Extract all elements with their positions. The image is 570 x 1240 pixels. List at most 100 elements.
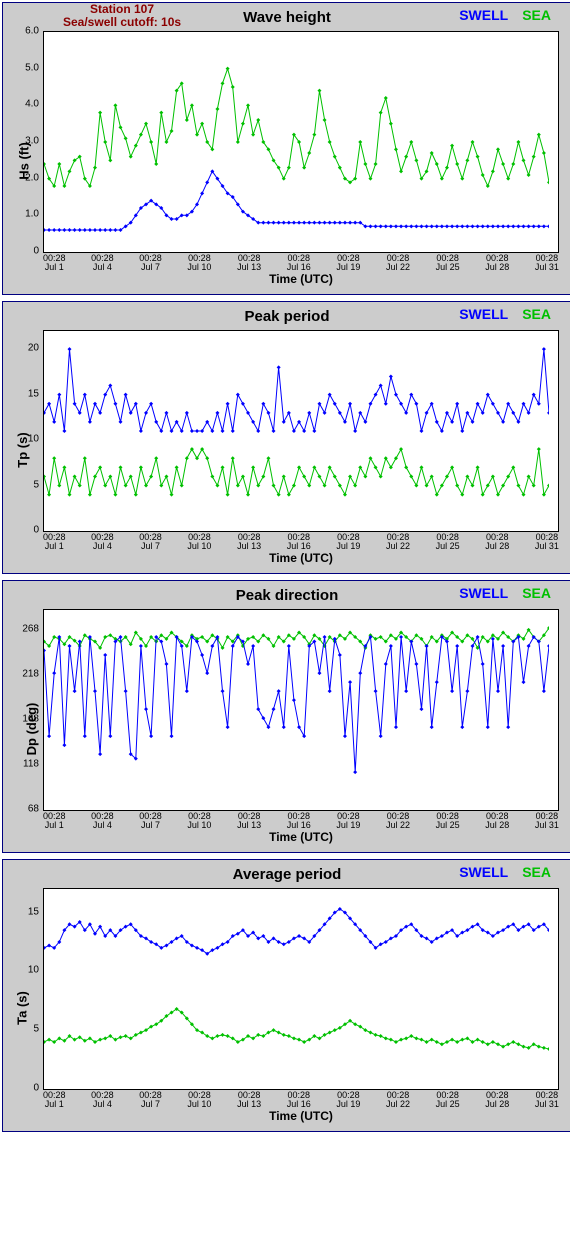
legend: SWELL SEA: [459, 306, 551, 322]
panel-ta: Average periodSWELLSEATa (s)05101500:28J…: [2, 859, 570, 1132]
panel-title: Wave height: [243, 9, 331, 26]
x-tick: 00:28Jul 22: [386, 812, 410, 830]
y-tick: 5: [13, 479, 39, 490]
x-tick: 00:28Jul 25: [436, 254, 460, 272]
station-cutoff: Sea/swell cutoff: 10s: [63, 16, 181, 29]
y-tick: 4.0: [13, 99, 39, 110]
x-tick: 00:28Jul 1: [43, 1091, 66, 1109]
legend-swell: SWELL: [459, 864, 508, 880]
x-ticks: 00:28Jul 100:28Jul 400:28Jul 700:28Jul 1…: [43, 811, 559, 830]
x-tick: 00:28Jul 1: [43, 812, 66, 830]
legend-sea: SEA: [522, 306, 551, 322]
x-tick: 00:28Jul 1: [43, 254, 66, 272]
x-tick: 00:28Jul 7: [139, 533, 162, 551]
x-tick: 00:28Jul 28: [485, 533, 509, 551]
y-ticks: 05101520: [13, 330, 41, 569]
panel-tp: Peak period SWELL SEA Tp (s)0510152000:28Ju…: [2, 301, 570, 574]
panel-title: Peak period: [244, 308, 329, 325]
x-tick: 00:28Jul 13: [237, 812, 261, 830]
x-tick: 00:28Jul 10: [187, 812, 211, 830]
y-tick: 218: [13, 668, 39, 679]
x-tick: 00:28Jul 10: [187, 533, 211, 551]
legend-swell: SWELL: [459, 7, 508, 23]
chart-svg: [44, 610, 549, 810]
series-swell-line: [44, 637, 549, 772]
plot-box: [43, 330, 559, 532]
x-tick: 00:28Jul 25: [436, 1091, 460, 1109]
legend: SWELL SEA: [459, 585, 551, 601]
series-swell-line: [44, 349, 549, 431]
x-tick: 00:28Jul 19: [336, 254, 360, 272]
x-tick: 00:28Jul 28: [485, 812, 509, 830]
panel-header: Peak period SWELL SEA: [3, 302, 570, 330]
x-tick: 00:28Jul 25: [436, 533, 460, 551]
x-tick: 00:28Jul 19: [336, 533, 360, 551]
x-tick: 00:28Jul 31: [535, 254, 559, 272]
y-tick: 15: [13, 906, 39, 917]
x-ticks: 00:28Jul 100:28Jul 400:28Jul 700:28Jul 1…: [43, 1090, 559, 1109]
x-tick: 00:28Jul 4: [91, 1091, 114, 1109]
plot-area: Tp (s)0510152000:28Jul 100:28Jul 400:28J…: [43, 330, 559, 569]
y-tick: 0: [13, 246, 39, 257]
y-tick: 68: [13, 804, 39, 815]
x-ticks: 00:28Jul 1 00:28Jul 4 00:28Jul 7 00:28Jul 1…: [43, 253, 559, 272]
legend: SWELL SEA: [459, 864, 551, 880]
x-tick: 00:28Jul 7: [139, 254, 162, 272]
chart-svg: [44, 331, 549, 531]
x-axis-label: Time (UTC): [43, 551, 559, 569]
x-tick: 00:28Jul 31: [535, 1091, 559, 1109]
x-tick: 00:28Jul 19: [336, 812, 360, 830]
series-swell-line: [44, 171, 549, 230]
plot-box: [43, 888, 559, 1090]
y-tick: 0: [13, 1083, 39, 1094]
station-label: Station 107Sea/swell cutoff: 10s: [63, 3, 181, 29]
x-tick: 00:28Jul 13: [237, 254, 261, 272]
x-ticks: 00:28Jul 100:28Jul 400:28Jul 700:28Jul 1…: [43, 532, 559, 551]
x-tick: 00:28Jul 13: [237, 1091, 261, 1109]
y-tick: 3.0: [13, 136, 39, 147]
y-tick: 1.0: [13, 209, 39, 220]
x-tick: 00:28Jul 16: [287, 254, 311, 272]
y-tick: 10: [13, 965, 39, 976]
panel-header: Station 107Sea/swell cutoff: 10s Wave hei…: [3, 3, 570, 31]
plot-area: Hs (ft)01.02.03.04.05.06.000:28Jul 100:2…: [43, 31, 559, 290]
y-tick: 5.0: [13, 62, 39, 73]
y-tick: 5: [13, 1024, 39, 1035]
x-tick: 00:28Jul 4: [91, 254, 114, 272]
y-tick: 2.0: [13, 172, 39, 183]
legend-swell: SWELL: [459, 306, 508, 322]
legend: SWELLSEA: [459, 7, 551, 23]
panel-title: Average period: [233, 866, 342, 883]
y-tick: 6.0: [13, 26, 39, 37]
y-tick: 268: [13, 623, 39, 634]
legend-swell: SWELL: [459, 585, 508, 601]
y-ticks: 68118168218268: [13, 609, 41, 848]
x-tick: 00:28Jul 31: [535, 533, 559, 551]
panel-header: Average period SWELL SEA: [3, 860, 570, 888]
legend-sea: SEA: [522, 585, 551, 601]
series-sea-line: [44, 449, 549, 494]
x-tick: 00:28Jul 4: [91, 533, 114, 551]
panel-dp: Peak directionSWELLSEADp (deg)6811816821…: [2, 580, 570, 853]
x-tick: 00:28Jul 16: [287, 812, 311, 830]
x-tick: 00:28Jul 22: [386, 1091, 410, 1109]
x-axis-label: Time (UTC): [43, 830, 559, 848]
panel-hs: Station 107Sea/swell cutoff: 10s Wave hei…: [2, 2, 570, 295]
y-ticks: 0 5 10 15: [13, 888, 41, 1127]
y-ticks: 01.02.03.04.05.06.0: [13, 31, 41, 290]
legend-sea: SEA: [522, 864, 551, 880]
chart-svg: [44, 32, 549, 252]
x-tick: 00:28Jul 13: [237, 533, 261, 551]
panel-title: Peak direction: [236, 587, 339, 604]
y-tick: 10: [13, 434, 39, 445]
x-tick: 00:28Jul 10: [187, 1091, 211, 1109]
x-tick: 00:28Jul 28: [485, 1091, 509, 1109]
x-tick: 00:28Jul 16: [287, 1091, 311, 1109]
x-tick: 00:28Jul 16: [287, 533, 311, 551]
panel-header: Peak direction SWELL SEA: [3, 581, 570, 609]
y-tick: 118: [13, 758, 39, 769]
plot-box: [43, 31, 559, 253]
x-tick: 00:28Jul 7: [139, 812, 162, 830]
plot-area: Ta (s)05101500:28Jul 100:28Jul 400:28Jul…: [43, 888, 559, 1127]
plot-box: [43, 609, 559, 811]
